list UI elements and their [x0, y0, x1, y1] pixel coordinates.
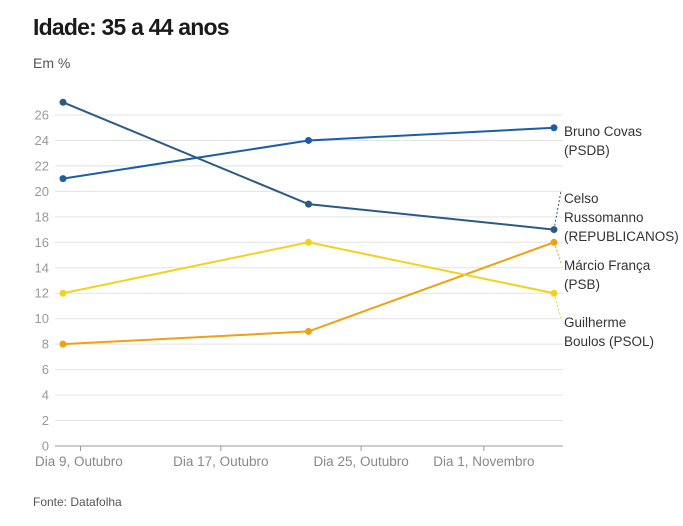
y-tick-label: 14: [35, 260, 49, 275]
y-tick-label: 4: [42, 388, 49, 403]
y-tick-label: 8: [42, 337, 49, 352]
series-label: Russomanno: [564, 210, 644, 225]
series-label: Bruno Covas: [564, 124, 642, 139]
series-labels: Bruno Covas (PSDB) Celso Russomanno (REPUBLI…: [553, 124, 679, 349]
series-label: Guilherme: [564, 315, 626, 330]
source-note: Fonte: Datafolha: [33, 495, 122, 509]
y-tick-label: 22: [35, 158, 49, 173]
y-tick-label: 12: [35, 286, 49, 301]
series-label: (REPUBLICANOS): [564, 229, 679, 244]
x-axis-ticks: Dia 9, Outubro Dia 17, Outubro Dia 25, Out…: [35, 446, 535, 469]
y-tick-label: 24: [35, 133, 49, 148]
x-tick-label: Dia 17, Outubro: [173, 454, 268, 469]
chart-subtitle: Em %: [33, 55, 71, 71]
series-line: [62, 126, 555, 180]
y-tick-label: 20: [35, 184, 49, 199]
x-tick-label: Dia 1, Novembro: [433, 454, 534, 469]
data-point: [305, 327, 312, 335]
y-tick-label: 2: [42, 413, 49, 428]
y-tick-label: 16: [35, 235, 49, 250]
data-point: [59, 175, 67, 183]
y-tick-label: 26: [35, 108, 49, 123]
data-point: [305, 238, 312, 246]
y-tick-label: 10: [35, 311, 49, 326]
leader-line: [553, 293, 562, 319]
x-tick-label: Dia 9, Outubro: [35, 454, 123, 469]
series-label: Márcio França: [564, 258, 651, 273]
y-tick-label: 0: [42, 439, 49, 454]
y-tick-label: 18: [35, 209, 49, 224]
data-point: [59, 340, 67, 348]
gridlines: [55, 114, 563, 447]
series-label: Celso: [564, 191, 599, 206]
data-point: [305, 200, 312, 208]
chart-title: Idade: 35 a 44 anos: [33, 14, 230, 40]
y-tick-label: 6: [42, 362, 49, 377]
x-tick-label: Dia 25, Outubro: [313, 454, 408, 469]
series-label: (PSDB): [564, 143, 610, 158]
data-point: [59, 289, 67, 297]
series-label: Boulos (PSOL): [564, 334, 654, 349]
series-label: (PSB): [564, 277, 600, 292]
series-points: [59, 98, 558, 348]
data-point: [550, 124, 558, 132]
leader-line: [553, 190, 562, 230]
data-point: [305, 136, 312, 144]
data-point: [59, 98, 67, 106]
